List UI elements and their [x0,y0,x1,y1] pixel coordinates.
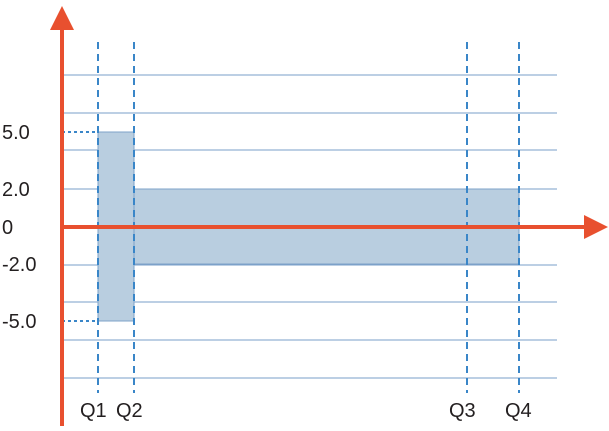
x-tick-label-q1: Q1 [80,400,107,422]
y-tick-label: -5.0 [2,311,36,333]
label-layer: 5.0 2.0 0 -2.0 -5.0 Q1 Q2 Q3 Q4 [2,122,532,422]
y-tick-label: 0 [2,217,13,239]
y-tick-label: 5.0 [2,122,30,144]
x-tick-label-q3: Q3 [449,400,476,422]
x-tick-label-q4: Q4 [505,400,532,422]
x-tick-label-q2: Q2 [116,400,143,422]
y-tick-label: 2.0 [2,179,30,201]
quantile-layer [62,42,520,393]
axis-layer [50,6,608,426]
y-tick-label: -2.0 [2,254,36,276]
